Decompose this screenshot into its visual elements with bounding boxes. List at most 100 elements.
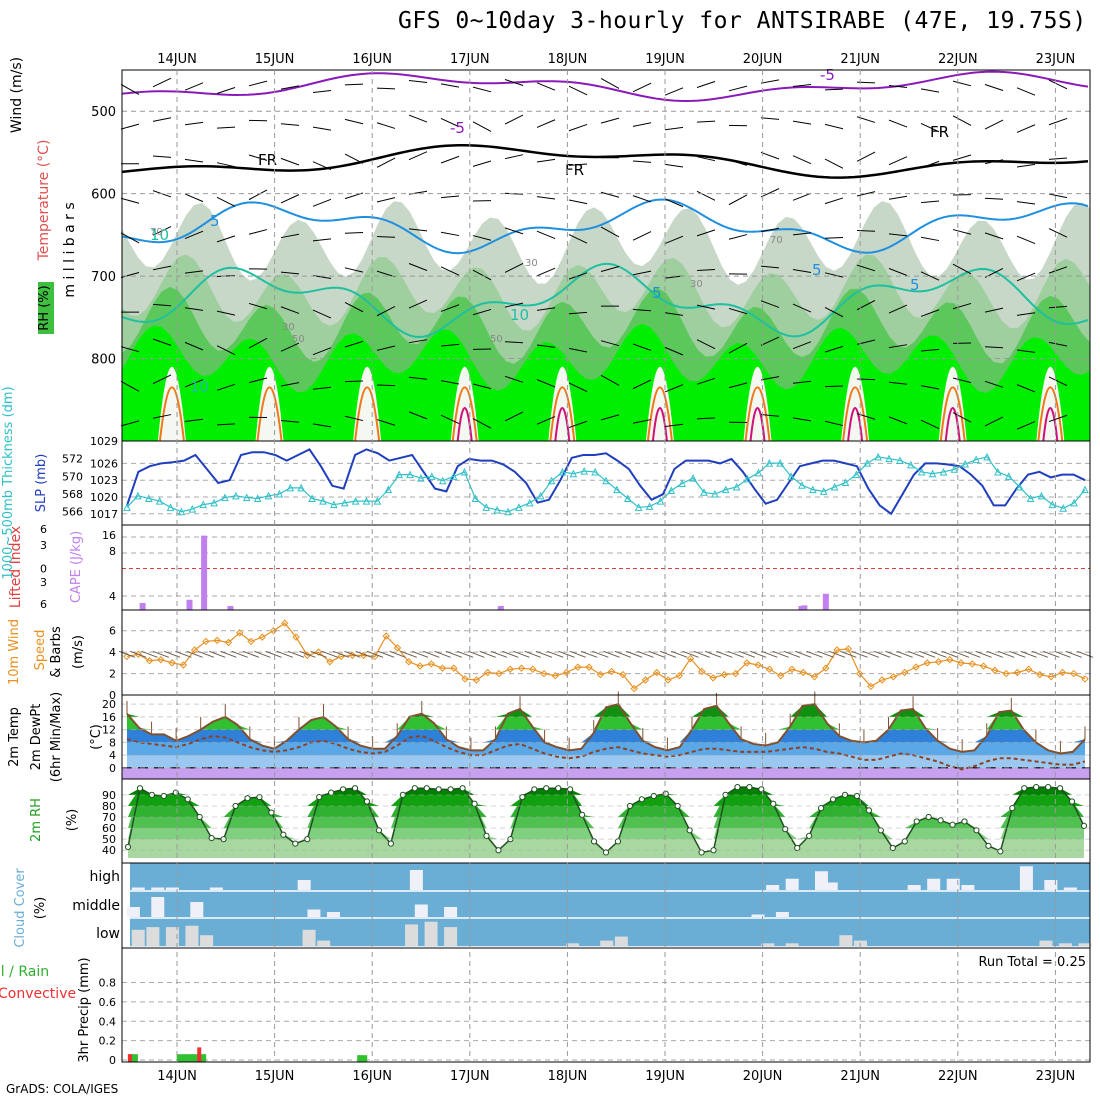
wind-speed-point [596,670,605,679]
thickness-point [907,460,915,469]
thickness-point [286,483,295,492]
ylabel-2m-dewpt: 2m DewPt [29,704,44,771]
wind-speed-point [517,664,526,672]
ylabel-slp: SLP (mb) [34,454,49,513]
wind-barb [1048,266,1068,274]
date-tick-bottom: 17JUN [450,1069,490,1084]
thickness-point [1059,504,1068,512]
wind-barb [952,263,972,275]
wind-barb [760,151,780,160]
wind-barb [568,420,588,429]
wind-barb-10m [930,650,947,658]
cloud-bar-low [1058,943,1072,946]
wind-barb [472,160,492,167]
thickness-point [515,503,523,511]
date-tick-top: 21JUN [840,52,880,67]
thickness-point [330,500,338,509]
wind-barb [280,85,300,90]
thickness-point [972,455,980,464]
thickness-point [896,456,904,464]
wind-barb [344,267,364,273]
wind-barb-10m [975,650,992,658]
wind-barb [696,156,716,162]
rh-point [985,842,992,849]
thickness-point [776,458,784,467]
wind-barb-10m [580,650,598,658]
wind-barb [376,197,396,203]
wind-barb [920,122,940,133]
wind-barb [216,423,236,426]
cape-bar [139,603,146,610]
wind-barb [1048,341,1068,347]
wind-barb [504,375,524,383]
thickness-point [493,505,501,514]
wind-barb [152,265,172,271]
wind-barb [536,416,556,425]
wind-barb [312,89,332,93]
wind-barb [184,341,204,351]
wind-barb [280,342,300,352]
thickness-point [536,491,545,500]
cloud-bar-low [131,929,145,946]
wind-barb [728,234,748,240]
wind-barb [696,81,716,88]
wind-speed-point [788,665,796,673]
wind-barb-10m [152,650,169,658]
wind-barb [824,272,844,278]
ylabel-cloud-cover: Cloud Cover [13,868,28,948]
contour-label: 10 [510,306,529,324]
run-total-label: Run Total = 0.25 [978,955,1086,970]
wind-barb [728,342,748,354]
cloud-bar-low [785,943,799,946]
cape-bar [801,605,808,610]
date-tick-bottom: 19JUN [645,1069,685,1084]
wind-speed-point [258,633,266,641]
wind-barb [760,188,780,198]
ylabel-cape: CAPE (J/kg) [69,531,84,603]
thickness-point [994,467,1002,476]
wind-speed-point [1002,669,1010,678]
thickness-point [1026,494,1035,502]
temp-contour-15 [1037,386,1064,442]
wind-barb-10m [502,650,519,658]
wind-speed-point [957,659,965,667]
rh-point [638,796,645,803]
wind-speed-point [574,663,582,671]
temp-contour-15 [549,386,576,442]
wind-speed-point [1081,675,1089,683]
rh-point [937,817,944,824]
rh-point [244,795,251,802]
wind-speed-point [427,660,436,668]
wind-barb-10m [907,650,925,658]
wind-barb [760,336,780,346]
rh-dry-tongue [938,366,967,441]
wind-barb [152,77,172,88]
ytick-label: 500 [91,105,116,120]
cloud-bar-high [297,880,311,890]
thickness-point [275,489,284,498]
wind-barb [792,417,812,422]
ytick-label-rh: 90 [102,789,116,802]
wind-barb-10m [1043,650,1060,658]
wind-barb [824,197,844,205]
thickness-point [798,481,806,489]
slp-line [126,448,1086,516]
wind-barb [920,419,940,430]
wind-barb [344,340,364,348]
wind-speed-point [833,646,841,654]
ylabel-2m-temp: 2m Temp [7,707,22,767]
ylabel-cloud-pct: (%) [33,897,48,920]
wind-barb [1016,124,1036,133]
wind-barb [792,83,812,87]
wind-barb [952,154,972,161]
ylabel-temperature: Temperature (°C) [36,140,52,262]
wind-barb [280,123,300,126]
contour-label: 5 [910,276,920,294]
wind-barb [632,231,652,241]
wind-barb [984,346,1004,349]
cloud-bar-high [209,887,223,890]
wind-barb [376,305,396,317]
wind-barb [152,303,172,307]
thickness-point [155,497,164,505]
